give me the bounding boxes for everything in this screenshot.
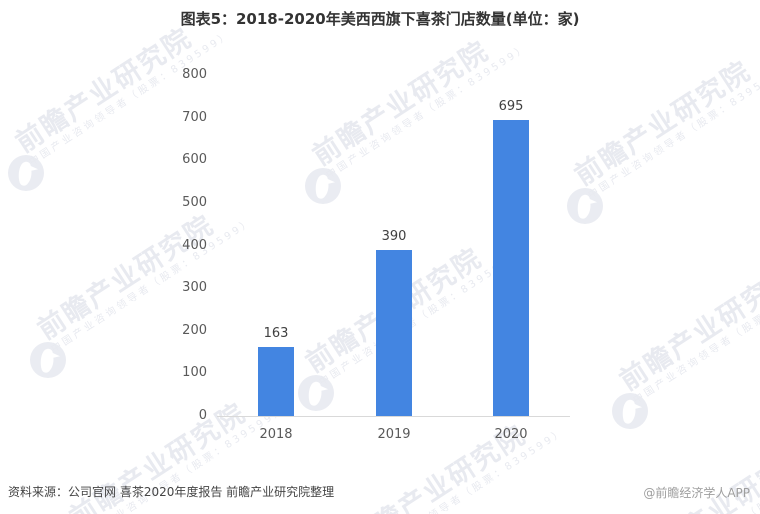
source-note: 资料来源：公司官网 喜茶2020年度报告 前瞻产业研究院整理 — [8, 485, 335, 499]
bar-2018 — [258, 347, 294, 416]
y-axis-tick-label: 300 — [182, 280, 207, 295]
y-axis-tick-label: 800 — [182, 67, 207, 82]
y-axis-tick-label: 400 — [182, 238, 207, 253]
bar-value-label: 390 — [381, 229, 407, 244]
bar-2019 — [376, 250, 412, 416]
x-axis-category-label: 2020 — [494, 427, 528, 442]
x-axis-category-label: 2019 — [377, 427, 411, 442]
credit-note: @前瞻经济学人APP — [643, 486, 750, 500]
y-axis-tick-label: 500 — [182, 195, 207, 210]
y-axis-tick-label: 600 — [182, 152, 207, 167]
bar-value-label: 695 — [498, 99, 524, 114]
bar-2020 — [493, 120, 529, 416]
y-axis-tick-label: 200 — [182, 323, 207, 338]
y-axis-tick-label: 100 — [182, 365, 207, 380]
x-axis-category-label: 2018 — [259, 427, 293, 442]
y-axis-tick-label: 700 — [182, 110, 207, 125]
bar-value-label: 163 — [263, 326, 289, 341]
y-axis-tick-label: 0 — [198, 408, 207, 423]
x-axis-line — [217, 416, 570, 417]
chart-title: 图表5：2018-2020年美西西旗下喜茶门店数量(单位：家) — [180, 10, 580, 28]
